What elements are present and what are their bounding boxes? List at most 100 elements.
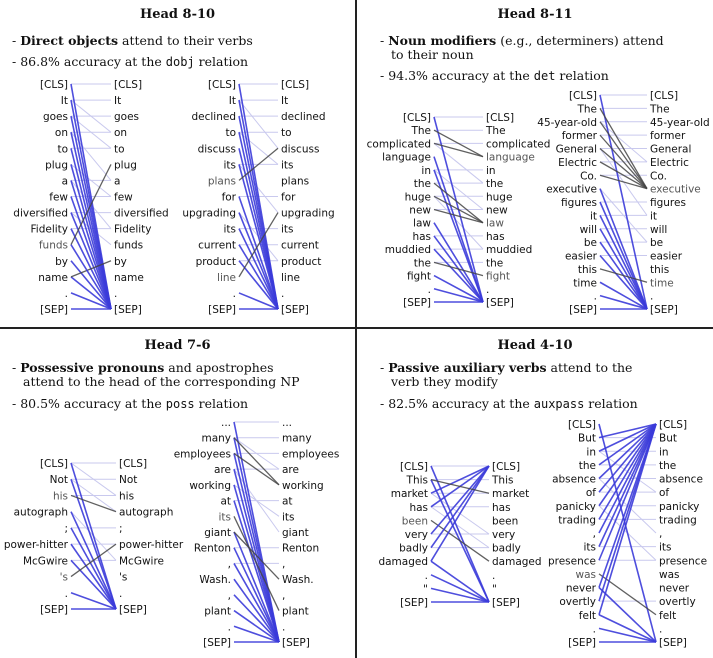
token-left: at bbox=[220, 496, 231, 508]
token-left: has bbox=[409, 502, 428, 514]
attention-edge bbox=[70, 527, 117, 610]
token-left: . bbox=[428, 284, 431, 296]
token-right: in bbox=[659, 446, 669, 458]
token-right: Co. bbox=[650, 170, 667, 182]
token-right: [SEP] bbox=[114, 304, 142, 316]
token-right: employees bbox=[282, 448, 339, 460]
attention-edge bbox=[599, 294, 648, 310]
token-left: for bbox=[222, 192, 237, 204]
token-right: diversified bbox=[114, 208, 169, 220]
token-left: [SEP] bbox=[208, 304, 236, 316]
attention-edge bbox=[233, 452, 280, 486]
attention-edge bbox=[70, 543, 117, 578]
token-left: its bbox=[218, 511, 231, 523]
token-right: executive bbox=[650, 184, 701, 196]
attention-edge bbox=[433, 195, 484, 224]
token-right: [CLS] bbox=[492, 461, 520, 473]
token-left: this bbox=[578, 264, 597, 276]
token-right: its bbox=[281, 224, 294, 236]
token-right: The bbox=[649, 103, 670, 115]
token-right: [CLS] bbox=[486, 112, 514, 124]
token-left: in bbox=[421, 165, 431, 177]
token-left: 's bbox=[60, 572, 68, 584]
token-left: giant bbox=[204, 527, 231, 539]
token-right: [SEP] bbox=[119, 604, 147, 616]
token-left: by bbox=[55, 256, 68, 268]
token-left: Fidelity bbox=[31, 224, 68, 236]
panel-3-bullet-2: - 82.5% accuracy at the auxpass relation bbox=[380, 396, 638, 412]
token-right: This bbox=[491, 475, 513, 487]
token-left: trading bbox=[558, 514, 596, 526]
token-left: . bbox=[593, 623, 596, 635]
token-left: fight bbox=[407, 271, 431, 283]
attention-edge bbox=[238, 244, 279, 310]
token-right: muddied bbox=[486, 244, 532, 256]
token-right: [SEP] bbox=[659, 637, 687, 649]
token-left: the bbox=[579, 460, 596, 472]
attention-edge bbox=[70, 180, 112, 310]
attention-edge bbox=[598, 627, 657, 643]
attention-edge-faint bbox=[233, 468, 280, 533]
token-right: But bbox=[659, 433, 677, 445]
token-right: huge bbox=[486, 191, 512, 203]
attention-edge bbox=[233, 516, 280, 611]
token-right: . bbox=[119, 588, 122, 600]
token-right: . bbox=[659, 623, 662, 635]
token-right: former bbox=[650, 130, 686, 142]
token-left: language bbox=[382, 152, 431, 164]
token-left: The bbox=[576, 103, 597, 115]
token-right: few bbox=[114, 192, 133, 204]
token-right: It bbox=[114, 95, 121, 107]
token-left: be bbox=[584, 237, 597, 249]
attention-edge bbox=[433, 248, 484, 303]
attention-edge bbox=[70, 592, 117, 610]
attention-edge bbox=[70, 494, 117, 513]
token-right: goes bbox=[114, 111, 139, 123]
attention-edge bbox=[238, 260, 279, 310]
attention-edge bbox=[598, 423, 657, 452]
token-right: be bbox=[650, 237, 663, 249]
attention-edge-faint bbox=[233, 437, 280, 470]
token-right: product bbox=[281, 256, 321, 268]
token-right: panicky bbox=[659, 501, 699, 513]
attention-group-p0-s0: [CLS] [CLS] It It goes goes on on to to plug plug a a… bbox=[13, 79, 168, 316]
panel-0-bullet-1: - Direct objects attend to their verbs bbox=[12, 33, 253, 48]
token-right: new bbox=[486, 205, 508, 217]
token-left: funds bbox=[39, 240, 68, 252]
token-right: declined bbox=[281, 111, 326, 123]
attention-edge-faint bbox=[433, 195, 484, 250]
attention-edge bbox=[70, 462, 117, 610]
token-right: . bbox=[282, 621, 285, 633]
attention-edge bbox=[598, 614, 657, 643]
token-left: in bbox=[586, 446, 596, 458]
token-left: , bbox=[228, 590, 231, 602]
token-right: easier bbox=[650, 251, 683, 263]
token-left: Not bbox=[50, 474, 68, 486]
token-left: presence bbox=[548, 555, 596, 567]
token-left: badly bbox=[399, 543, 428, 555]
attention-edge bbox=[233, 578, 280, 643]
attention-edge bbox=[233, 609, 280, 643]
token-left: very bbox=[405, 529, 428, 541]
attention-edge bbox=[238, 292, 279, 310]
token-left: its bbox=[583, 542, 596, 554]
attention-edge-faint bbox=[430, 506, 490, 549]
token-right: It bbox=[281, 95, 288, 107]
attention-edge bbox=[70, 559, 117, 610]
token-left: The bbox=[410, 125, 431, 137]
attention-edge bbox=[70, 260, 112, 278]
attention-edge bbox=[430, 587, 490, 603]
attention-edge bbox=[238, 196, 279, 310]
token-left: few bbox=[49, 192, 68, 204]
token-right: figures bbox=[650, 197, 686, 209]
attention-edge bbox=[70, 196, 112, 310]
token-right: in bbox=[486, 165, 496, 177]
attention-edge bbox=[599, 215, 648, 310]
token-left: [CLS] bbox=[40, 79, 68, 91]
attention-edge bbox=[598, 423, 657, 534]
token-left: of bbox=[586, 487, 596, 499]
token-right: power-hitter bbox=[119, 539, 184, 551]
token-right: trading bbox=[659, 514, 697, 526]
